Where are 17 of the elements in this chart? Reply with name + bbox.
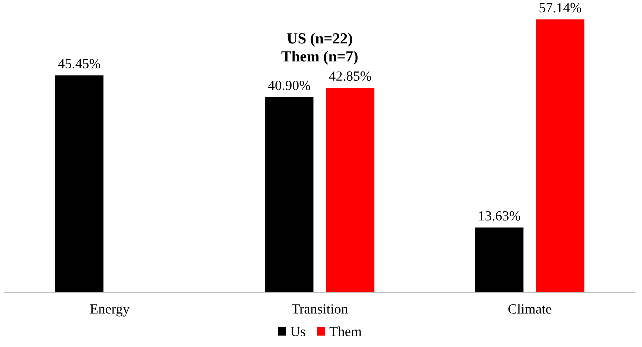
bar	[265, 97, 314, 293]
x-tick-label: Transition	[292, 304, 348, 314]
data-label: 42.85%	[329, 72, 372, 82]
bar	[55, 76, 104, 293]
legend-label: Us	[290, 327, 306, 336]
legend-label: Them	[330, 326, 362, 336]
x-tick-label: Energy	[90, 304, 130, 317]
text: Them (n=7)	[282, 51, 358, 65]
text: US (n=22)	[287, 33, 352, 47]
data-label: 57.14%	[540, 3, 582, 13]
data-label: 13.63%	[479, 211, 520, 221]
x-tick-label: Climate	[508, 304, 552, 314]
bar	[326, 88, 375, 293]
data-label: 40.90%	[268, 80, 310, 90]
data-label: 45.45%	[58, 59, 100, 69]
bar	[536, 20, 585, 293]
bar	[475, 228, 524, 293]
